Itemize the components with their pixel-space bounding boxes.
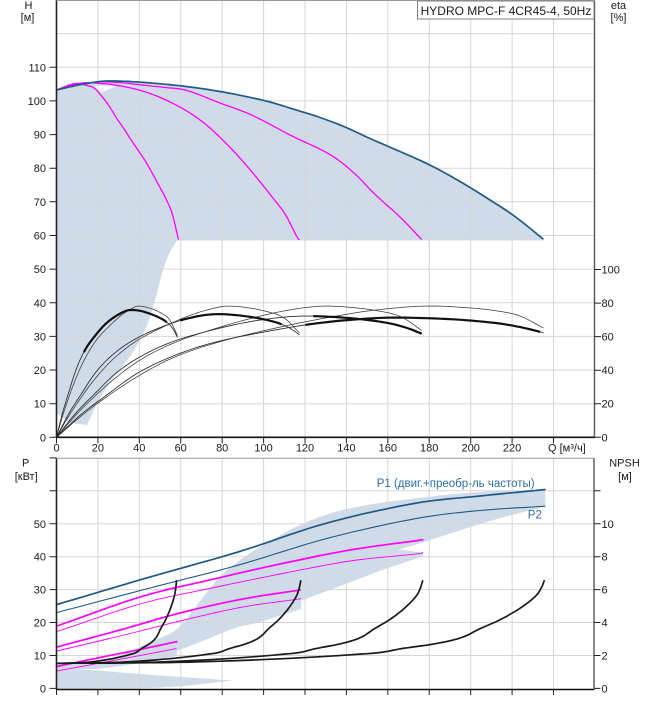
- svg-text:P1 (двиг.+преобр-ль частоты): P1 (двиг.+преобр-ль частоты): [377, 478, 535, 490]
- svg-text:10: 10: [34, 651, 46, 663]
- svg-text:P: P: [22, 458, 29, 470]
- svg-text:0: 0: [53, 443, 59, 455]
- svg-text:180: 180: [420, 443, 438, 455]
- svg-text:0: 0: [602, 432, 608, 444]
- svg-text:100: 100: [28, 96, 46, 108]
- svg-text:10: 10: [34, 399, 46, 411]
- svg-text:160: 160: [379, 443, 397, 455]
- svg-text:50: 50: [34, 264, 46, 276]
- svg-text:H: H: [25, 0, 33, 12]
- svg-text:10: 10: [602, 519, 614, 531]
- svg-text:[кВт]: [кВт]: [15, 471, 38, 483]
- svg-text:100: 100: [254, 443, 272, 455]
- svg-text:60: 60: [175, 443, 187, 455]
- svg-text:220: 220: [503, 443, 521, 455]
- svg-text:0: 0: [40, 683, 46, 695]
- svg-text:20: 20: [602, 399, 614, 411]
- svg-text:30: 30: [34, 331, 46, 343]
- svg-text:50: 50: [34, 519, 46, 531]
- svg-text:HYDRO MPC-F 4CR45-4, 50Hz: HYDRO MPC-F 4CR45-4, 50Hz: [421, 4, 592, 18]
- svg-text:[м]: [м]: [21, 12, 35, 24]
- svg-text:[м]: [м]: [618, 471, 632, 483]
- svg-text:80: 80: [602, 298, 614, 310]
- svg-text:2: 2: [602, 651, 608, 663]
- svg-text:100: 100: [602, 265, 620, 277]
- svg-text:70: 70: [34, 197, 46, 209]
- svg-text:P2: P2: [528, 510, 542, 522]
- svg-text:20: 20: [34, 618, 46, 630]
- svg-text:80: 80: [34, 163, 46, 175]
- svg-text:0: 0: [40, 432, 46, 444]
- svg-text:120: 120: [296, 443, 314, 455]
- svg-text:6: 6: [602, 585, 608, 597]
- svg-text:90: 90: [34, 130, 46, 142]
- svg-text:30: 30: [34, 585, 46, 597]
- svg-text:60: 60: [602, 332, 614, 344]
- svg-text:4: 4: [602, 618, 608, 630]
- svg-text:[%]: [%]: [611, 12, 627, 24]
- svg-text:eta: eta: [611, 0, 627, 12]
- svg-text:40: 40: [34, 298, 46, 310]
- svg-text:NPSH: NPSH: [609, 458, 640, 470]
- svg-text:40: 40: [602, 365, 614, 377]
- svg-text:8: 8: [602, 552, 608, 564]
- svg-text:20: 20: [92, 443, 104, 455]
- svg-text:Q [м³/ч]: Q [м³/ч]: [548, 443, 586, 455]
- svg-text:60: 60: [34, 231, 46, 243]
- svg-text:40: 40: [133, 443, 145, 455]
- svg-text:0: 0: [602, 683, 608, 695]
- svg-text:80: 80: [216, 443, 228, 455]
- svg-text:110: 110: [28, 62, 46, 74]
- svg-text:200: 200: [462, 443, 480, 455]
- svg-text:40: 40: [34, 552, 46, 564]
- svg-text:140: 140: [337, 443, 355, 455]
- svg-text:20: 20: [34, 365, 46, 377]
